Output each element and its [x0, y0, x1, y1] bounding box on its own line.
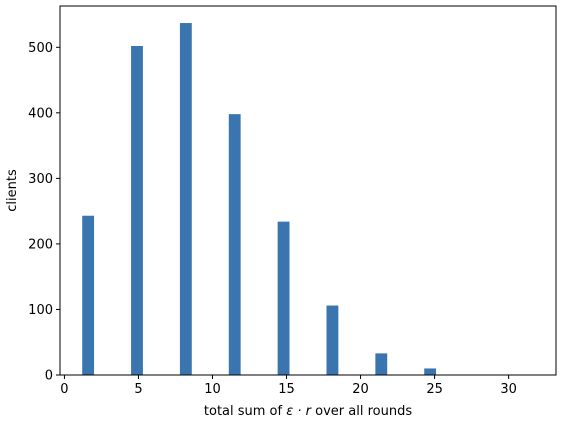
y-tick-label-1: 100 [28, 303, 53, 318]
x-tick-label-4: 20 [352, 382, 369, 397]
x-tick-label-3: 15 [278, 382, 295, 397]
y-tick-label-0: 0 [45, 369, 53, 384]
x-tick-label-6: 30 [500, 382, 517, 397]
bars-group [82, 23, 437, 376]
x-tick-label-1: 5 [134, 382, 142, 397]
x-axis-label: total sum of ε · r over all rounds [204, 404, 412, 419]
y-tick-label-4: 400 [28, 106, 53, 121]
y-axis-ticks: 0 100 200 300 400 500 [28, 41, 60, 384]
x-tick-label-5: 25 [426, 382, 443, 397]
x-axis-label-prefix: total sum of [204, 404, 286, 419]
y-axis-label: clients [5, 169, 20, 212]
x-tick-label-2: 10 [204, 382, 221, 397]
x-axis-ticks: 0 5 10 15 20 25 30 [60, 375, 517, 397]
y-tick-label-5: 500 [28, 41, 53, 56]
bar-1 [131, 45, 143, 375]
bar-5 [326, 305, 339, 375]
bar-4 [277, 221, 290, 375]
x-axis-label-math: ε · r [286, 404, 312, 419]
bar-3 [228, 114, 241, 376]
bar-7 [424, 368, 437, 375]
bar-6 [375, 353, 388, 375]
x-axis-label-suffix: over all rounds [311, 404, 412, 419]
y-tick-label-3: 300 [28, 172, 53, 187]
x-tick-label-0: 0 [60, 382, 68, 397]
bar-0 [82, 215, 95, 375]
bar-2 [179, 23, 192, 375]
y-tick-label-2: 200 [28, 237, 53, 252]
plot-frame [59, 5, 557, 376]
